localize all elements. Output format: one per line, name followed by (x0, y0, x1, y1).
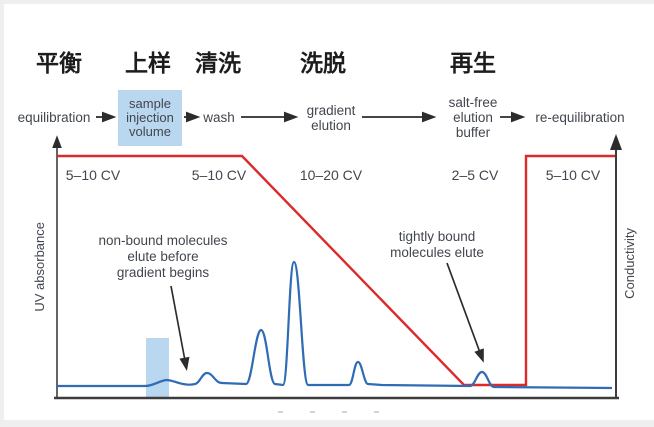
tightly-bound-annotation-arrow (446, 262, 484, 363)
non-bound-annotation-arrow (170, 285, 190, 372)
frame-edge-bottom (0, 420, 654, 427)
conductivity-axis-label: Conductivity (622, 228, 637, 299)
cv-label-salt-free: 2–5 CV (451, 167, 499, 183)
flow-step-re-equilibration: re-equilibration (535, 110, 625, 125)
stage-zh-regeneration: 再生 (450, 50, 496, 76)
annotation-non-bound-line3: gradient begins (116, 265, 210, 280)
flow-step-equilibration: equilibration (17, 110, 91, 125)
stage-zh-elution: 洗脱 (300, 50, 346, 76)
frame-edge-top (0, 0, 654, 4)
stage-zh-sample-loading: 上样 (125, 50, 171, 76)
flow-step-wash: wash (203, 110, 235, 125)
cv-label-re-equilibration: 5–10 CV (545, 167, 601, 183)
annotation-tightly-bound-line2: molecules elute (390, 245, 484, 260)
uv-trace (57, 260, 613, 390)
sample-volume-highlight (146, 338, 169, 397)
stage-zh-wash: 清洗 (195, 50, 241, 76)
frame-edge-left (0, 0, 4, 427)
cv-label-gradient-elution: 10–20 CV (299, 167, 363, 183)
cv-label-wash: 5–10 CV (191, 167, 247, 183)
flow-step-sample-injection-volume: sample injection volume (118, 90, 182, 146)
cv-label-equilibration: 5–10 CV (65, 167, 121, 183)
conductivity-trace (57, 154, 615, 387)
uv-absorbance-axis-label: UV absorbance (32, 222, 47, 312)
flow-step-gradient-elution: gradient elution (306, 103, 356, 133)
flow-step-salt-free-elution-buffer: salt-free elution buffer (448, 95, 498, 140)
annotation-non-bound-line2: elute before (127, 249, 199, 264)
annotation-non-bound: non-bound molecules elute before gradien… (98, 233, 227, 281)
annotation-tightly-bound: tightly bound molecules elute (390, 229, 484, 261)
stage-zh-equilibration: 平衡 (36, 50, 82, 76)
annotation-non-bound-line1: non-bound molecules (98, 233, 228, 248)
annotation-tightly-bound-line1: tightly bound (398, 229, 476, 244)
